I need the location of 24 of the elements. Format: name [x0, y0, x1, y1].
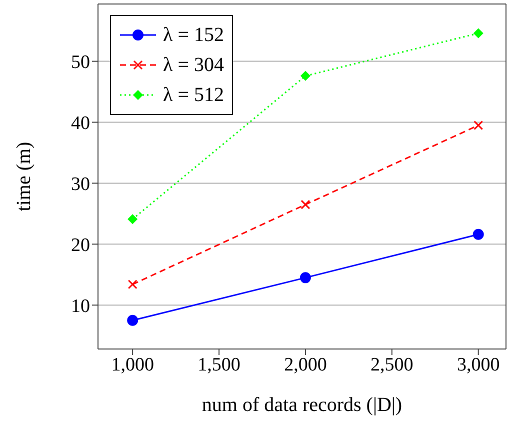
point [472, 228, 484, 240]
x-tick-label: 2,500 [370, 354, 414, 376]
point [300, 272, 311, 284]
x-axis-title: num of data records (|D|) [202, 394, 402, 416]
x-tick-label: 2,000 [284, 354, 327, 376]
point [300, 70, 310, 81]
point [474, 120, 484, 130]
point [300, 200, 310, 210]
y-tick-label: 50 [71, 52, 90, 74]
x-tick-label: 1,500 [198, 354, 240, 376]
point [127, 314, 138, 326]
y-axis-title: time (m) [13, 142, 35, 212]
x-tick-label: 1,000 [111, 354, 154, 376]
y-tick-label: 10 [71, 296, 90, 317]
x-tick-label: 3,000 [456, 354, 500, 376]
y-tick-label: 40 [71, 112, 90, 134]
y-tick-label: 30 [71, 174, 90, 195]
legend-label: λ = 152 [163, 24, 224, 46]
point [128, 280, 138, 290]
legend-label: λ = 304 [163, 54, 224, 76]
legend-label: λ = 512 [163, 84, 224, 106]
point [473, 28, 484, 38]
point [128, 214, 138, 224]
y-tick-label: 20 [71, 234, 90, 256]
